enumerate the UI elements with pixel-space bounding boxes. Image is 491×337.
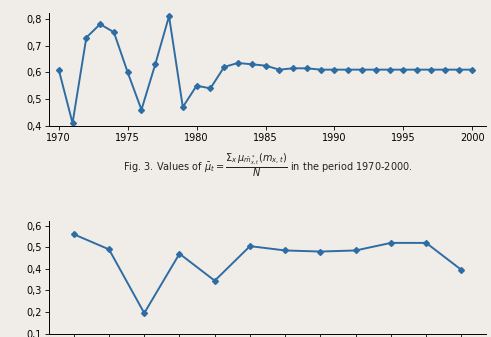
X-axis label: Fig. 3. Values of $\bar{\mu}_t = \dfrac{\Sigma_x\,\mu_{\bar{m}^*_{x,t}}(m_{x,t}): Fig. 3. Values of $\bar{\mu}_t = \dfrac{… (123, 151, 412, 179)
